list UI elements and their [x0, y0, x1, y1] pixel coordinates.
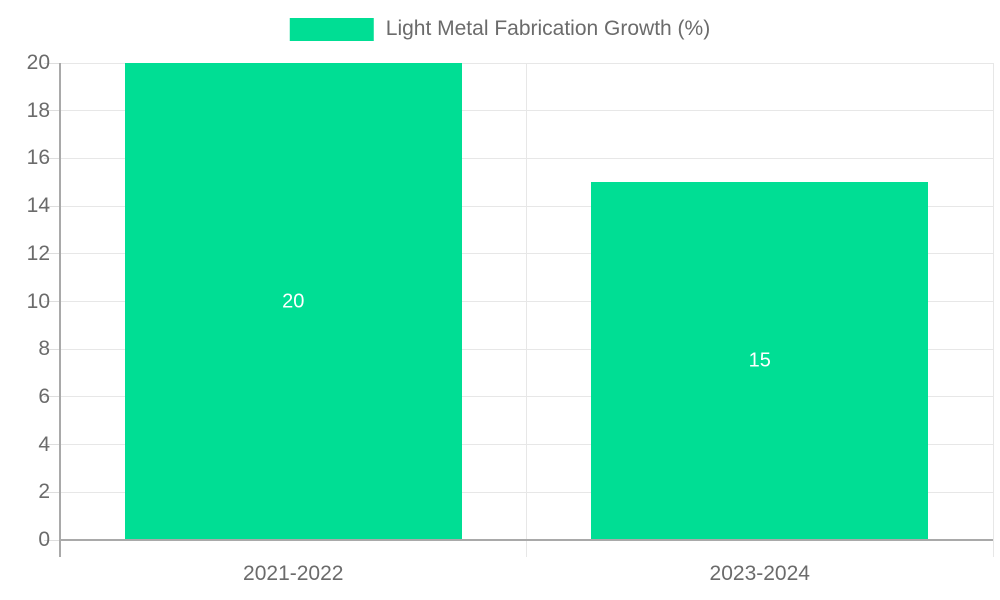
x-tick-label: 2023-2024	[709, 562, 810, 585]
y-axis-tick	[44, 157, 60, 159]
bar-value-label: 15	[748, 349, 771, 372]
plot-area: 20 15	[60, 62, 994, 557]
y-axis-tick	[44, 301, 60, 302]
y-axis-tick	[44, 348, 60, 350]
y-tick-label: 20	[26, 51, 50, 74]
bar	[124, 63, 462, 540]
gridline-vertical	[526, 63, 527, 557]
y-tick-label: 0	[38, 528, 50, 551]
legend-label: Light Metal Fabrication Growth (%)	[385, 17, 711, 40]
y-axis-tick	[44, 110, 60, 112]
bar-value-label: 20	[282, 290, 305, 312]
y-axis-tick	[44, 396, 60, 398]
y-tick-label: 18	[26, 98, 50, 122]
legend-swatch	[289, 17, 374, 41]
y-tick-label: 6	[38, 384, 50, 408]
y-tick-label: 12	[26, 241, 50, 265]
y-axis-tick	[44, 62, 60, 64]
y-tick-label: 16	[26, 146, 50, 170]
x-tick-label: 2021-2022	[243, 562, 344, 585]
y-tick-label: 10	[26, 289, 50, 313]
y-axis-tick	[44, 444, 60, 446]
y-tick-label: 2	[38, 480, 50, 504]
legend[interactable]: Light Metal Fabrication Growth (%)	[289, 17, 711, 41]
bar	[591, 182, 929, 540]
y-axis-line	[59, 63, 61, 557]
y-tick-label: 4	[38, 432, 50, 456]
y-axis-tick	[44, 205, 60, 207]
y-tick-label: 14	[26, 194, 50, 218]
y-axis-tick	[44, 491, 60, 493]
x-axis-line	[60, 539, 993, 541]
y-axis-tick	[44, 539, 60, 541]
gridline-vertical	[992, 63, 994, 557]
y-tick-label: 8	[38, 337, 50, 361]
y-axis-tick	[44, 253, 60, 255]
